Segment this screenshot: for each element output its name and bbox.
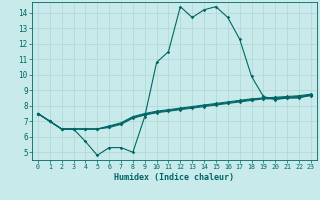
X-axis label: Humidex (Indice chaleur): Humidex (Indice chaleur)	[115, 173, 234, 182]
